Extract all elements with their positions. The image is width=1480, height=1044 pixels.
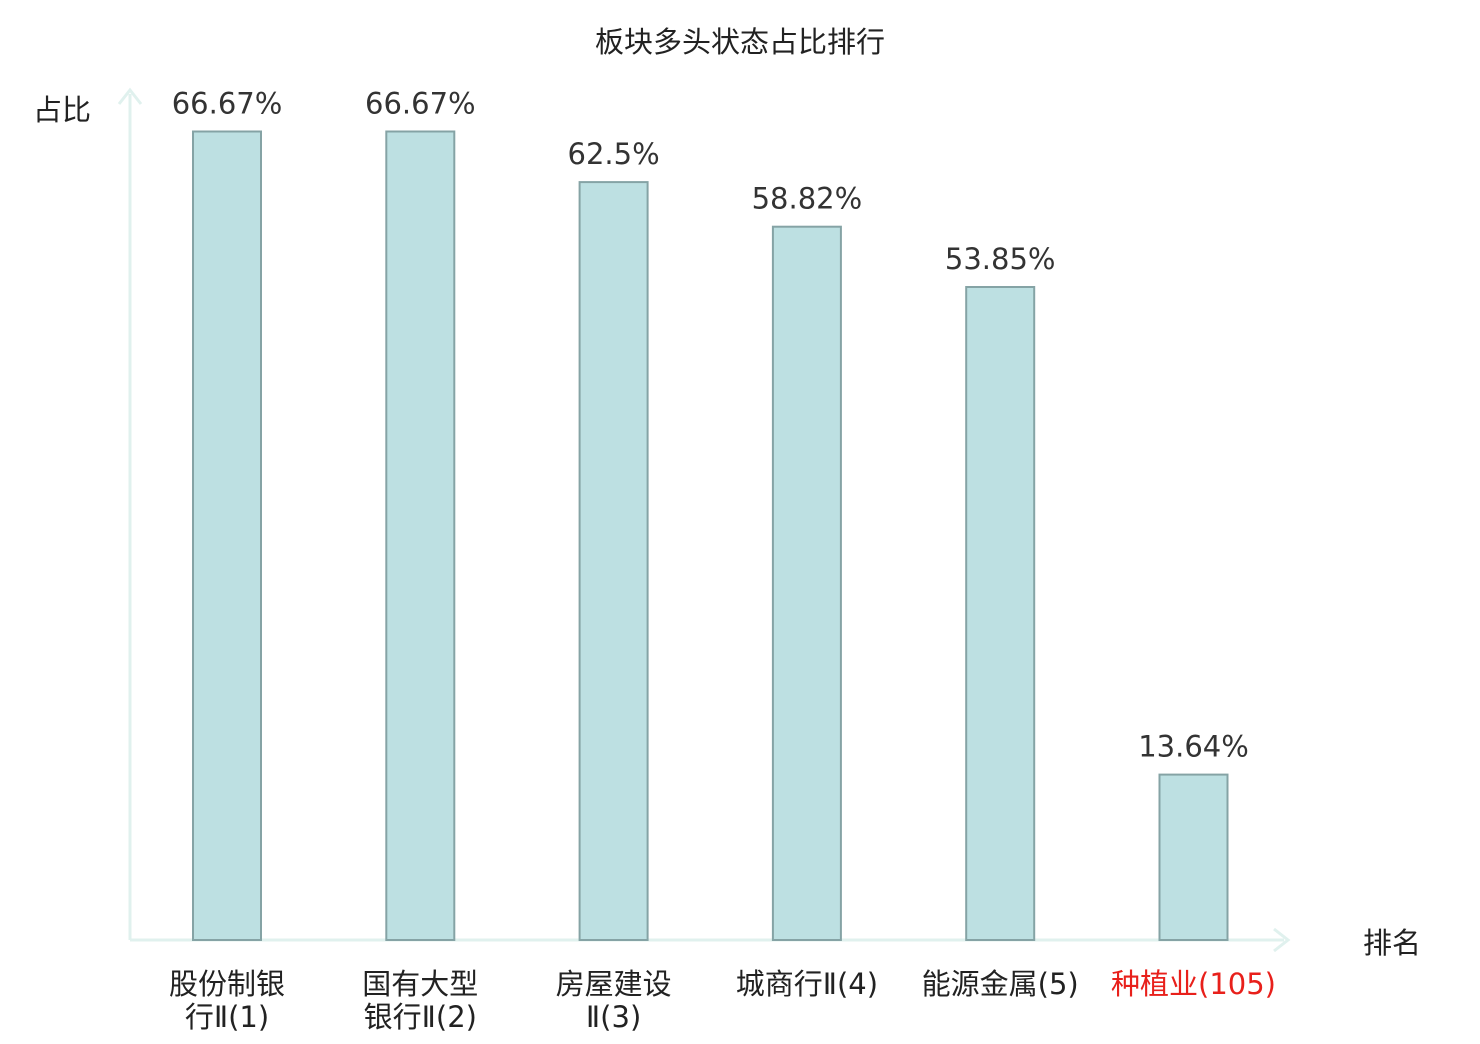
bar: [1158, 773, 1229, 941]
chart-title: 板块多头状态占比排行: [595, 25, 885, 59]
bar-value-label: 13.64%: [1138, 730, 1249, 764]
category-tick-label: 行Ⅱ(1): [185, 1000, 269, 1034]
bar-value-label: 58.82%: [752, 182, 863, 216]
category-tick-label: 房屋建设: [556, 967, 672, 1001]
category-tick-label: 城商行Ⅱ(4): [736, 967, 878, 1001]
bar: [192, 130, 262, 941]
category-tick-label: 国有大型: [362, 967, 478, 1001]
bar-value-label: 66.67%: [172, 87, 283, 121]
y-axis-arrow: [117, 87, 143, 105]
category-tick-label: 能源金属(5): [922, 967, 1079, 1001]
bars-group: [192, 130, 1229, 942]
category-tick-label: 银行Ⅱ(2): [364, 1000, 477, 1034]
bar-value-label: 66.67%: [365, 87, 476, 121]
bar: [578, 181, 649, 942]
x-axis-arrow: [1273, 927, 1291, 953]
value-labels-group: 66.67% 66.67% 62.5% 58.82% 53.85% 13.64%: [172, 87, 1249, 764]
category-tick-label: 种植业(105): [1111, 967, 1276, 1001]
bar: [965, 286, 1036, 941]
bar-value-label: 53.85%: [945, 242, 1056, 276]
bar-value-label: 62.5%: [568, 137, 660, 171]
category-tick-label: Ⅱ(3): [586, 1000, 641, 1034]
bar: [771, 225, 842, 941]
y-axis-label: 占比: [33, 93, 91, 127]
axes: [117, 87, 1291, 953]
x-axis-label: 排名: [1363, 926, 1421, 960]
category-tick-label: 股份制银: [169, 967, 285, 1001]
bar: [385, 130, 456, 941]
